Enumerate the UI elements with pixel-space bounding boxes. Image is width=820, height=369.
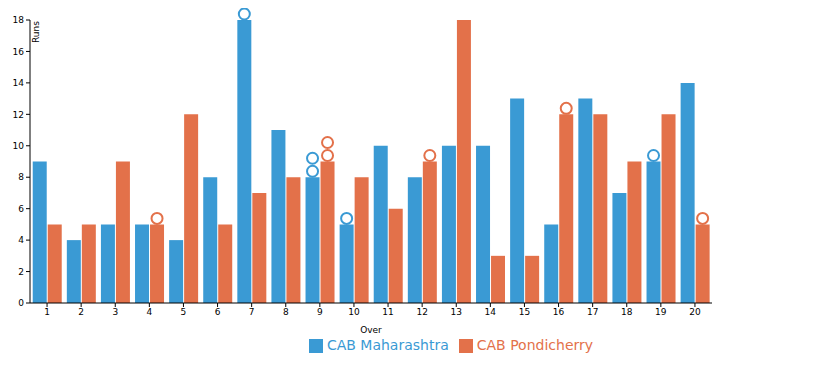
svg-text:16: 16 — [13, 47, 25, 57]
svg-text:14: 14 — [485, 307, 497, 317]
svg-text:2: 2 — [78, 307, 84, 317]
svg-text:4: 4 — [18, 235, 24, 245]
svg-text:19: 19 — [655, 307, 667, 317]
svg-text:4: 4 — [146, 307, 152, 317]
svg-text:17: 17 — [587, 307, 598, 317]
svg-text:3: 3 — [112, 307, 118, 317]
html-text:CAB Maharashtra: CAB Maharashtra — [326, 337, 449, 353]
svg-text:6: 6 — [215, 307, 221, 317]
svg-text:6: 6 — [18, 204, 24, 214]
svg-text:2: 2 — [18, 267, 24, 277]
svg-text:14: 14 — [13, 78, 25, 88]
svg-text:Runs: Runs — [31, 21, 41, 43]
svg-text:7: 7 — [249, 307, 255, 317]
html-text:CAB Pondicherry: CAB Pondicherry — [476, 337, 594, 353]
svg-text:5: 5 — [181, 307, 187, 317]
svg-text:0: 0 — [18, 298, 24, 308]
svg-text:Over: Over — [360, 325, 382, 335]
svg-text:15: 15 — [519, 307, 530, 317]
svg-text:11: 11 — [382, 307, 393, 317]
svg-text:18: 18 — [621, 307, 633, 317]
svg-text:18: 18 — [13, 15, 25, 25]
svg-text:10: 10 — [348, 307, 360, 317]
svg-text:10: 10 — [13, 141, 25, 151]
svg-text:20: 20 — [689, 307, 701, 317]
svg-text:9: 9 — [317, 307, 323, 317]
svg-text:8: 8 — [18, 172, 24, 182]
svg-text:13: 13 — [451, 307, 462, 317]
svg-text:1: 1 — [44, 307, 50, 317]
svg-text:8: 8 — [283, 307, 289, 317]
svg-text:12: 12 — [13, 110, 24, 120]
svg-text:12: 12 — [416, 307, 427, 317]
svg-text:16: 16 — [553, 307, 565, 317]
